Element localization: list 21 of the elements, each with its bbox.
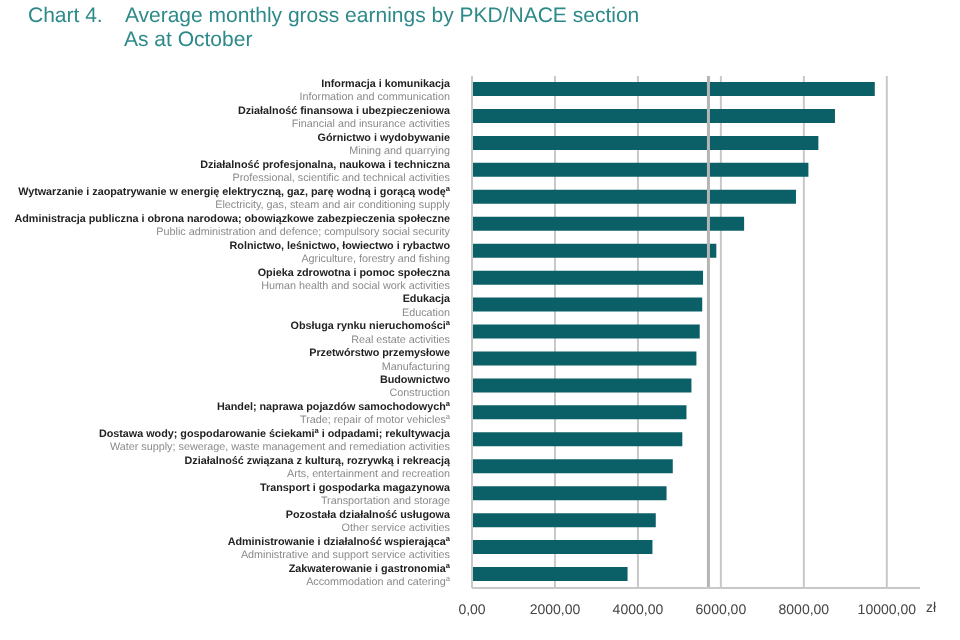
bar xyxy=(472,216,745,231)
bar xyxy=(472,486,667,501)
bar xyxy=(472,243,717,258)
bar xyxy=(472,297,703,312)
bar xyxy=(472,270,704,285)
bar xyxy=(472,82,875,96)
bar xyxy=(472,459,673,474)
chart-title: Chart 4. Average monthly gross earnings by PKD/NACE section xyxy=(28,4,640,28)
bar xyxy=(472,351,697,366)
bar xyxy=(472,567,628,582)
bar xyxy=(472,405,687,420)
bar xyxy=(472,162,809,177)
text: As at October xyxy=(122,28,255,52)
bar xyxy=(472,108,835,123)
bar xyxy=(472,189,796,204)
bar xyxy=(472,432,683,447)
bar xyxy=(472,135,819,150)
bar xyxy=(472,378,692,393)
bar xyxy=(472,513,656,528)
bar xyxy=(472,324,700,339)
bar xyxy=(472,540,653,555)
